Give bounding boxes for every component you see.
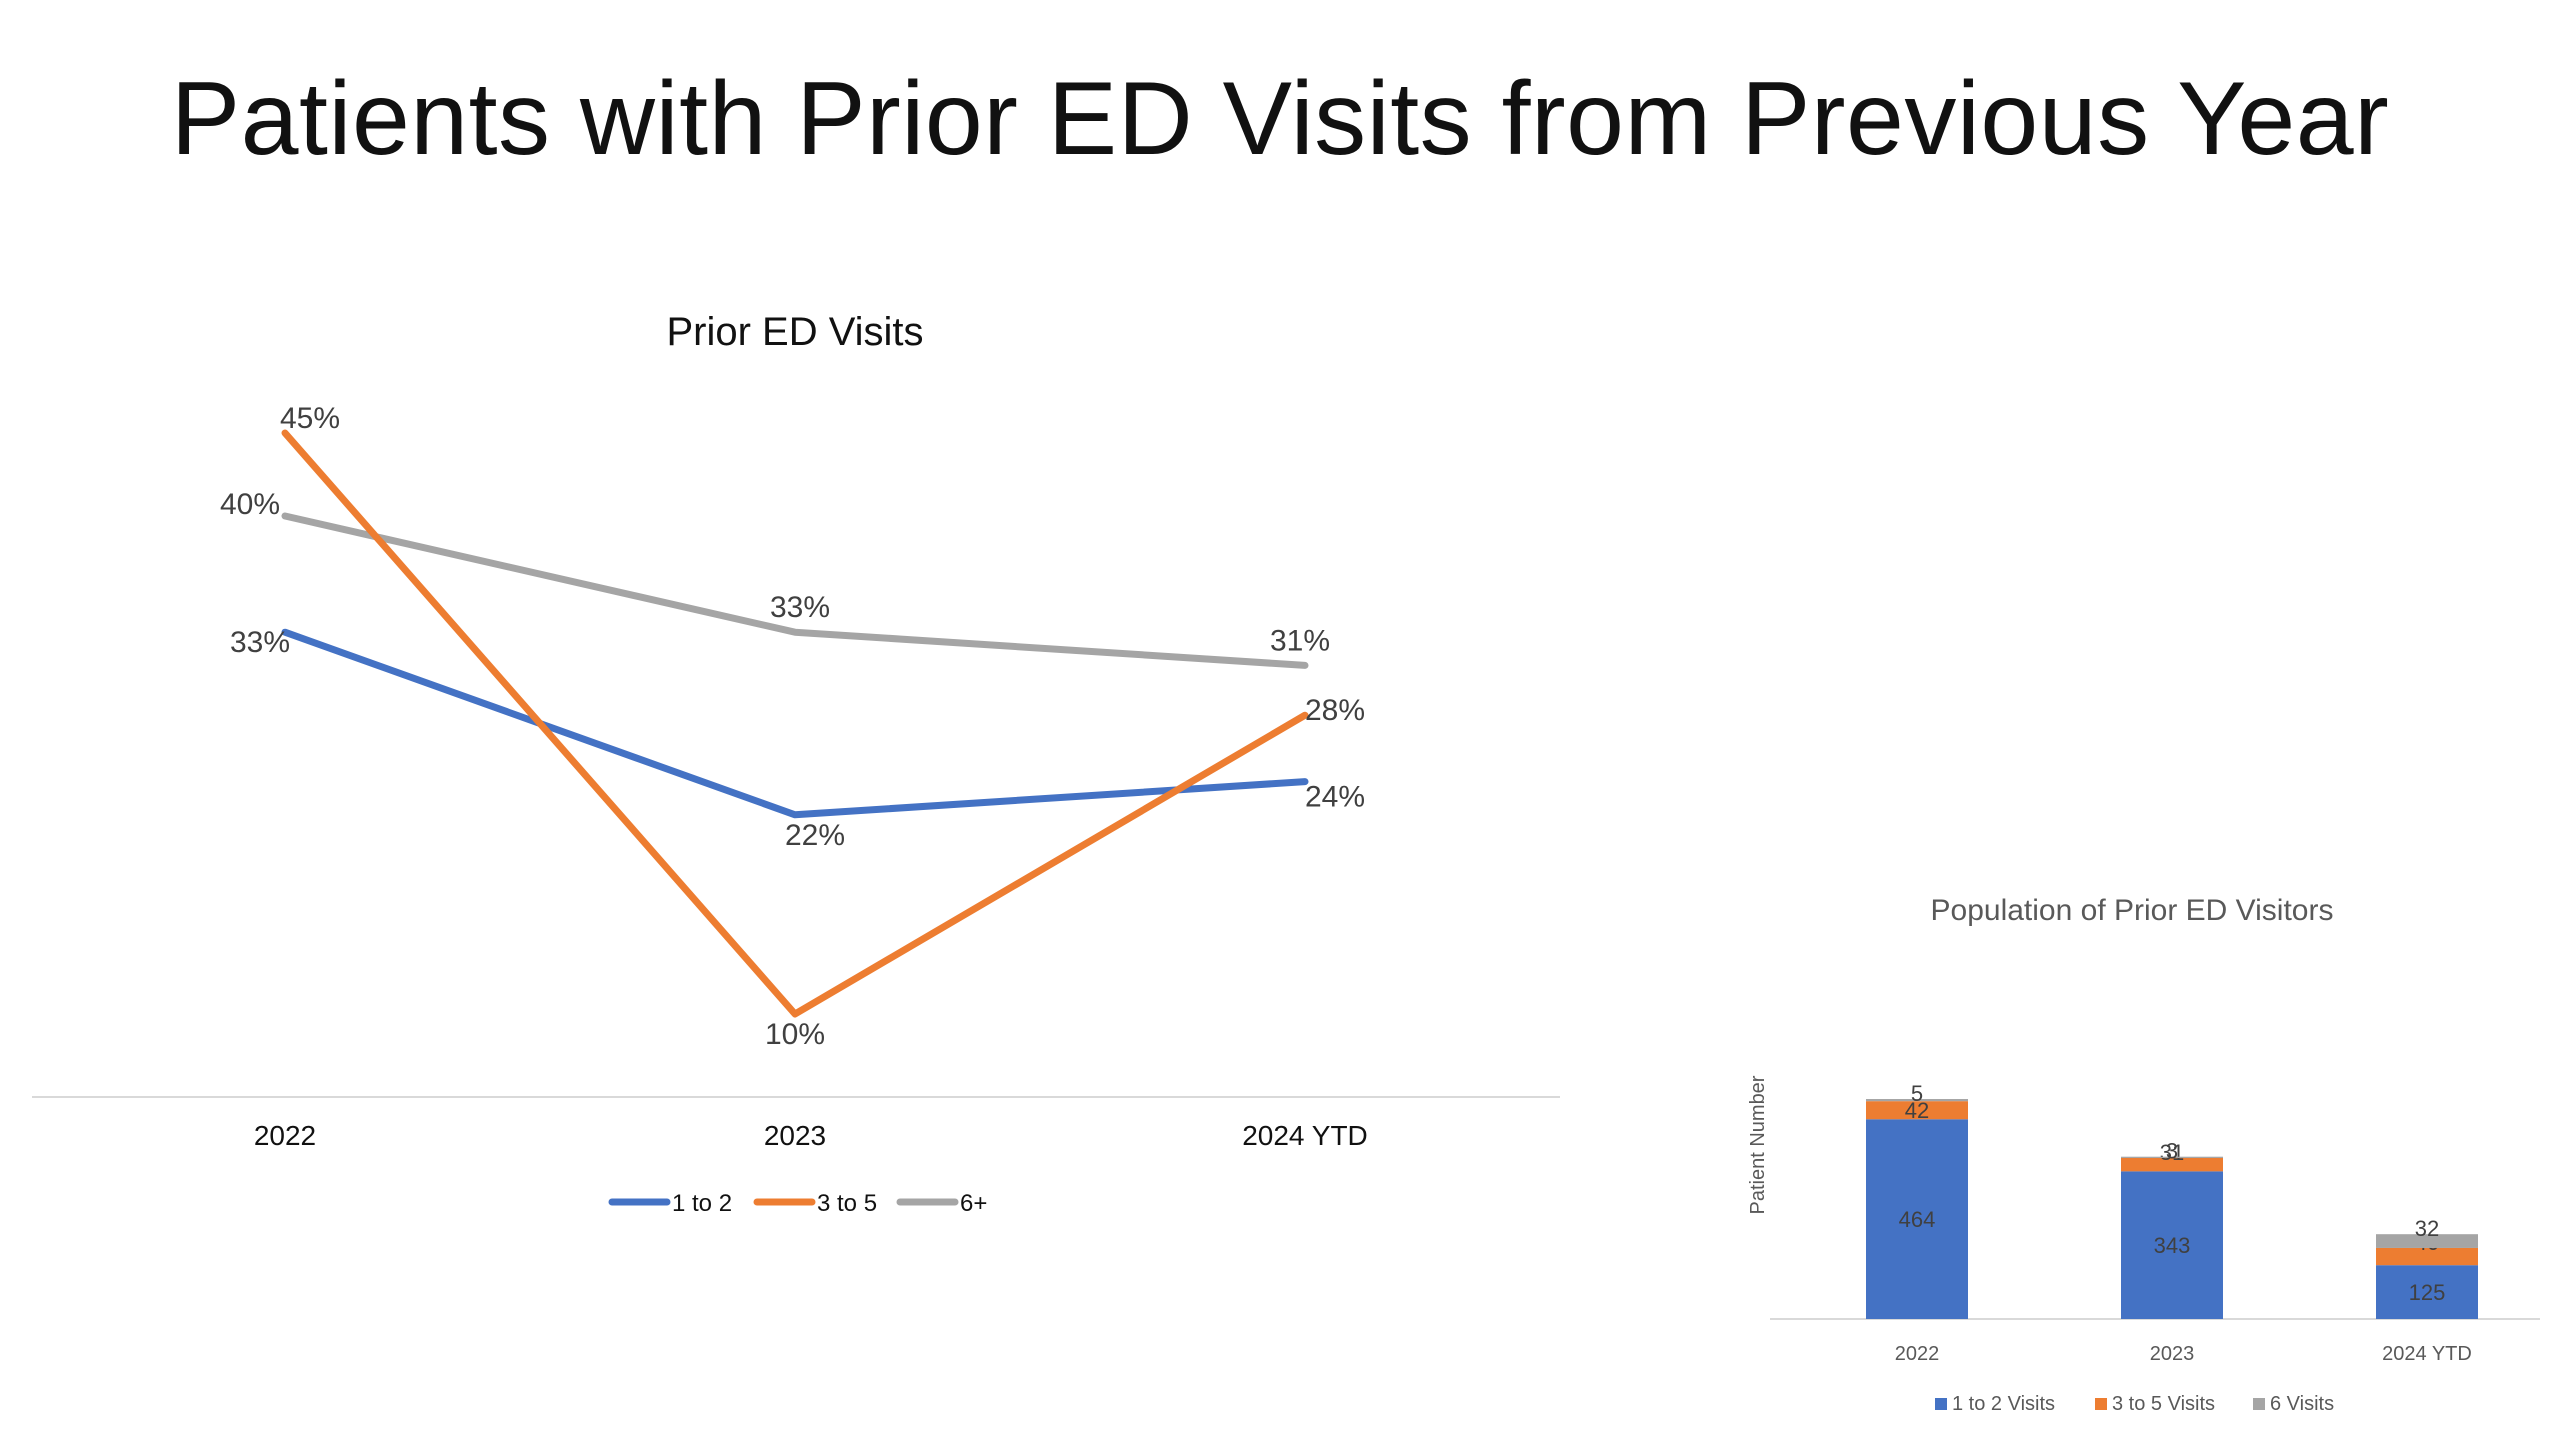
x-tick-label: 2024 YTD [1242, 1120, 1368, 1151]
bar-chart-title: Population of Prior ED Visitors [1931, 894, 2334, 927]
data-label: 33% [230, 626, 290, 659]
bar-segment [1866, 1101, 1968, 1120]
data-label: 45% [280, 402, 340, 435]
bar-segment [2376, 1265, 2478, 1319]
legend-label: 6 Visits [2270, 1393, 2334, 1415]
slide-title: Patients with Prior ED Visits from Previ… [170, 61, 2390, 177]
data-label: 22% [785, 819, 845, 852]
bar-segment [1866, 1099, 1968, 1102]
legend-label: 3 to 5 [817, 1190, 877, 1217]
y-axis-title: Patient Number [1747, 1075, 1769, 1214]
bar-segment [2121, 1157, 2223, 1172]
bar-segment [2376, 1247, 2478, 1266]
bar-value-label: 32 [2415, 1216, 2439, 1241]
data-label: 33% [770, 591, 830, 624]
bar-value-label: 343 [2154, 1233, 2191, 1258]
legend-label: 1 to 2 [672, 1190, 732, 1217]
legend-label: 6+ [960, 1190, 987, 1217]
series-line-3-to-5 [281, 429, 1309, 1018]
series-line-1-to-2 [281, 628, 1309, 819]
bar-value-label: 464 [1899, 1207, 1936, 1232]
line-chart: Prior ED Visits 2022 2023 2024 YTD 33% 22% 24%… [32, 310, 1560, 1217]
bar-segment [1866, 1119, 1968, 1319]
x-tick-label: 2023 [2150, 1343, 2195, 1365]
legend-swatch [1935, 1398, 1947, 1410]
bar-value-label: 3 [2166, 1139, 2178, 1164]
legend-label: 1 to 2 Visits [1952, 1393, 2055, 1415]
data-label: 31% [1270, 624, 1330, 657]
series-line-6- [281, 512, 1309, 669]
x-tick-label: 2022 [254, 1120, 316, 1151]
bar-value-label: 125 [2409, 1280, 2446, 1305]
legend-swatch [2095, 1398, 2107, 1410]
data-label: 28% [1305, 694, 1365, 727]
line-chart-title: Prior ED Visits [666, 310, 923, 354]
bar-value-label: 5 [1911, 1081, 1923, 1106]
x-tick-label: 2024 YTD [2382, 1343, 2472, 1365]
bar-segment [2121, 1156, 2223, 1158]
bar-segment [2376, 1234, 2478, 1248]
bar-segment [2121, 1171, 2223, 1319]
x-tick-label: 2022 [1895, 1343, 1940, 1365]
stacked-bar-chart: Population of Prior ED Visitors Patient N… [1747, 894, 2540, 1415]
legend-swatch [2253, 1398, 2265, 1410]
legend-label: 3 to 5 Visits [2112, 1393, 2215, 1415]
bar-value-label: 42 [1905, 1098, 1929, 1123]
bar-value-label: 31 [2160, 1140, 2184, 1165]
data-label: 40% [220, 488, 280, 521]
x-tick-label: 2023 [764, 1120, 826, 1151]
data-label: 10% [765, 1018, 825, 1051]
data-label: 24% [1305, 781, 1365, 814]
